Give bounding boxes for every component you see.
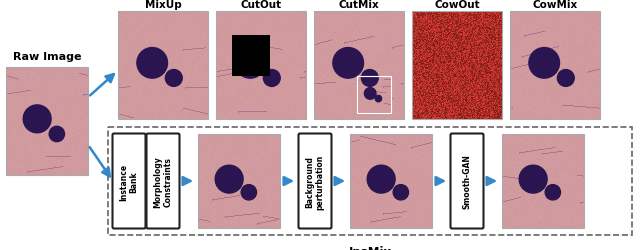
Circle shape	[264, 70, 280, 87]
Bar	[216, 12, 306, 120]
Text: CutMix: CutMix	[339, 0, 380, 10]
Circle shape	[375, 96, 381, 102]
Bar	[108, 128, 632, 235]
Circle shape	[333, 48, 364, 79]
Text: CowOut: CowOut	[434, 0, 480, 10]
Text: Raw Image: Raw Image	[13, 52, 81, 62]
Circle shape	[215, 166, 243, 193]
FancyBboxPatch shape	[298, 134, 332, 228]
Bar	[198, 134, 280, 228]
Bar	[357, 76, 392, 113]
FancyBboxPatch shape	[451, 134, 483, 228]
Bar	[118, 12, 208, 120]
Circle shape	[557, 70, 574, 87]
Circle shape	[23, 106, 51, 133]
Circle shape	[519, 166, 547, 193]
Bar	[357, 76, 392, 113]
Bar	[314, 12, 404, 120]
Bar	[510, 12, 600, 120]
Circle shape	[545, 185, 561, 200]
Circle shape	[165, 70, 182, 87]
Text: MixUp: MixUp	[145, 0, 181, 10]
FancyBboxPatch shape	[113, 134, 145, 228]
Circle shape	[367, 166, 395, 193]
Text: Background
perturbation: Background perturbation	[305, 154, 324, 209]
Text: Instance
Bank: Instance Bank	[119, 163, 139, 200]
Circle shape	[362, 70, 378, 87]
Circle shape	[364, 88, 376, 100]
Circle shape	[393, 185, 408, 200]
Bar	[350, 134, 432, 228]
Circle shape	[529, 48, 559, 79]
Text: Morphology
Constraints: Morphology Constraints	[154, 156, 173, 207]
Circle shape	[235, 48, 266, 79]
Bar	[6, 68, 88, 175]
FancyBboxPatch shape	[147, 134, 179, 228]
Circle shape	[49, 127, 65, 142]
Text: CutOut: CutOut	[241, 0, 282, 10]
Text: InsMix: InsMix	[348, 245, 392, 250]
Text: CowMix: CowMix	[532, 0, 578, 10]
Bar	[412, 12, 502, 120]
Circle shape	[241, 185, 257, 200]
Bar	[232, 36, 270, 76]
Circle shape	[137, 48, 168, 79]
Text: Smooth-GAN: Smooth-GAN	[463, 154, 472, 208]
Bar	[502, 134, 584, 228]
